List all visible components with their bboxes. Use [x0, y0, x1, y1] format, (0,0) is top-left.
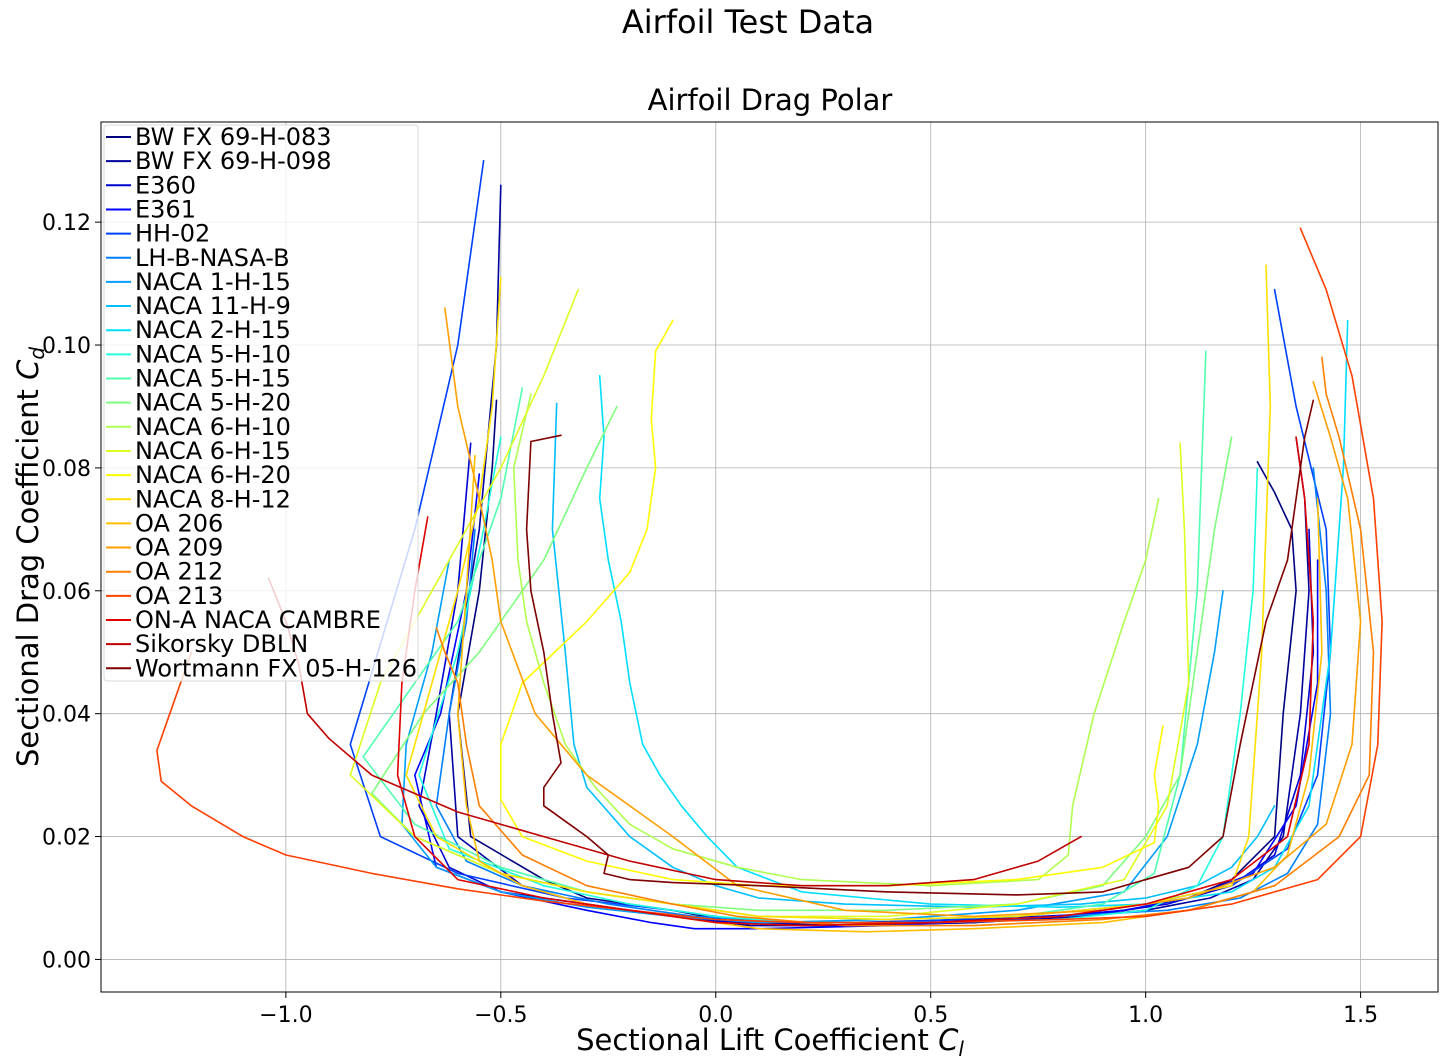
series-line-23: [525, 399, 1315, 896]
legend-entry: OA 213: [135, 582, 223, 610]
legend-entry: NACA 8-H-12: [135, 485, 291, 513]
legend-entry: NACA 6-H-10: [135, 413, 291, 441]
series-line-1: [457, 399, 1297, 927]
y-tick-label: 0.04: [42, 703, 91, 728]
x-axis-label-symbol: C: [938, 1023, 959, 1057]
x-tick-label: 0.5: [913, 1003, 948, 1028]
legend-entry: Wortmann FX 05-H-126: [135, 654, 417, 682]
legend-entry: NACA 5-H-15: [135, 365, 291, 393]
series-line-17: [457, 454, 1323, 933]
legend-entry: NACA 5-H-20: [135, 389, 291, 417]
figure-suptitle: Airfoil Test Data: [622, 3, 874, 41]
plot-frame: [100, 121, 1439, 993]
legend-entry: Sikorsky DBLN: [135, 630, 308, 658]
legend-entry: OA 209: [135, 534, 223, 562]
legend-entry: OA 212: [135, 558, 223, 586]
legend-entry: NACA 5-H-10: [135, 340, 291, 368]
legend-entry: BW FX 69-H-098: [135, 147, 332, 175]
series-line-13: [512, 393, 1160, 887]
y-tick-label: 0.10: [42, 334, 91, 359]
legend-entry: E361: [135, 195, 196, 223]
y-axis-label-subscript: d: [25, 347, 49, 360]
x-axis-label-subscript: l: [958, 1037, 964, 1061]
series-line-18: [444, 307, 1362, 918]
series-line-4: [414, 473, 1319, 930]
legend-entry: NACA 1-H-15: [135, 268, 291, 296]
y-tick-label: 0.06: [42, 580, 91, 605]
series-line-10: [418, 436, 1259, 924]
legend-entry: ON-A NACA CAMBRE: [135, 606, 381, 634]
x-tick-label: 0.0: [698, 1003, 733, 1028]
legend-entry: HH-02: [135, 220, 210, 248]
legend-entry: NACA 6-H-15: [135, 437, 291, 465]
y-tick-label: 0.00: [42, 948, 91, 973]
y-tick-label: 0.08: [42, 457, 91, 482]
plot-title: Airfoil Drag Polar: [648, 83, 893, 117]
series-curves: [156, 159, 1383, 933]
legend-entry: NACA 2-H-15: [135, 316, 291, 344]
series-line-11: [362, 350, 1207, 921]
legend-entry: E360: [135, 171, 196, 199]
x-axis-label-text: Sectional Lift Coefficient: [576, 1023, 929, 1057]
axis-ticks: −1.0 −0.5 0.0 0.5 1.0 1.5 0.00 0.02 0.04 0.06 0.08…: [42, 211, 1378, 1028]
legend-entry: LH-B-NASA-B: [135, 244, 290, 272]
y-axis-label-symbol: C: [11, 359, 45, 380]
legend-entry: NACA 11-H-9: [135, 292, 291, 320]
series-line-19: [435, 356, 1375, 927]
x-axis-label: Sectional Lift Coefficient Cl: [576, 1023, 964, 1061]
series-line-8: [551, 402, 1276, 908]
legend-frame: [103, 124, 419, 682]
series-line-15: [500, 319, 1164, 887]
series-line-20: [156, 227, 1383, 924]
y-tick-label: 0.02: [42, 826, 91, 851]
series-line-2: [448, 184, 1310, 927]
y-axis-label: Sectional Drag Coefficient Cd: [11, 347, 49, 767]
x-tick-label: −0.5: [474, 1003, 527, 1028]
series-line-14: [349, 288, 1190, 918]
series-line-16: [405, 264, 1272, 921]
series-line-9: [598, 319, 1349, 908]
legend-entry: NACA 6-H-20: [135, 461, 291, 489]
series-line-5: [349, 159, 1332, 924]
series-line-21: [396, 436, 1315, 927]
y-tick-label: 0.12: [42, 211, 91, 236]
x-tick-label: 1.5: [1343, 1003, 1378, 1028]
x-tick-label: 1.0: [1128, 1003, 1163, 1028]
x-tick-label: −1.0: [259, 1003, 312, 1028]
legend-entry: OA 206: [135, 509, 223, 537]
legend-entry: BW FX 69-H-083: [135, 123, 332, 151]
y-axis-label-text: Sectional Drag Coefficient: [11, 389, 45, 767]
